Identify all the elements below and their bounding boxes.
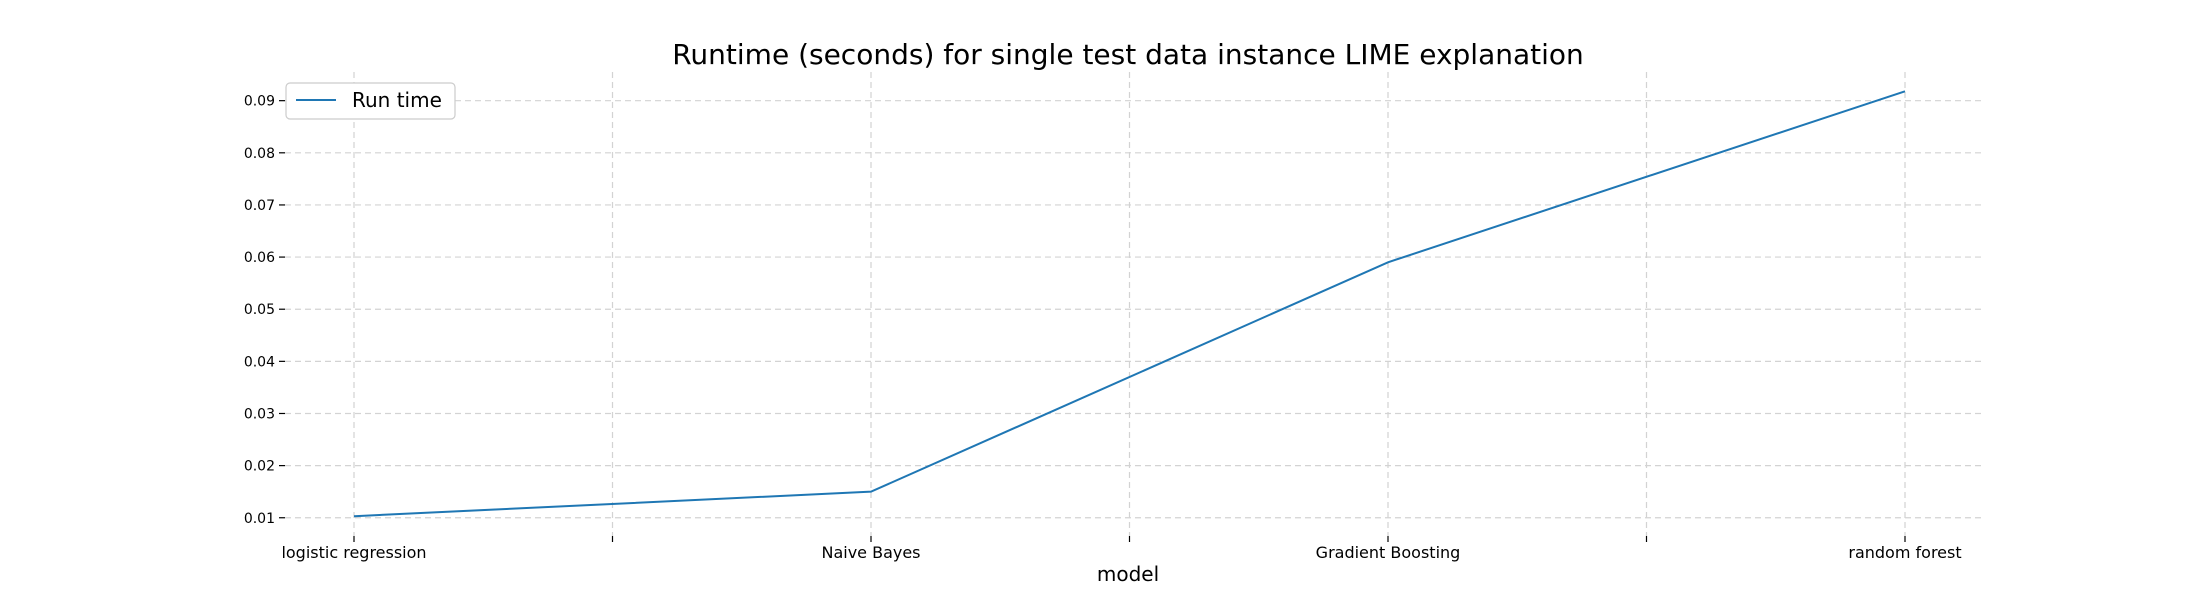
y-tick-label: 0.03 (244, 406, 275, 422)
chart-title: Runtime (seconds) for single test data i… (672, 38, 1584, 71)
y-tick-label: 0.06 (244, 250, 275, 266)
y-tick-label: 0.02 (244, 459, 275, 475)
y-tick-label: 0.01 (244, 511, 275, 527)
x-tick-label: Gradient Boosting (1316, 543, 1461, 562)
series-layer (353, 90, 1906, 518)
legend-label: Run time (352, 88, 442, 112)
y-tick-label: 0.05 (244, 302, 275, 318)
series-line (353, 90, 1906, 518)
grid (285, 72, 1985, 536)
legend: Run time (285, 82, 456, 120)
y-tick-label: 0.09 (244, 94, 275, 110)
x-axis-label: model (1097, 562, 1159, 586)
y-tick-label: 0.07 (244, 198, 275, 214)
legend-box (285, 82, 456, 120)
x-tick-label: random forest (1848, 543, 1961, 562)
y-tick-label: 0.08 (244, 146, 275, 162)
axis-ticks: 0.01 0.02 0.03 0.04 0.05 0.06 0.07 0.08 0.09 logi… (244, 94, 1962, 562)
x-tick-label: logistic regression (281, 543, 426, 562)
y-tick-label: 0.04 (244, 354, 275, 370)
x-tick-label: Naive Bayes (821, 543, 920, 562)
